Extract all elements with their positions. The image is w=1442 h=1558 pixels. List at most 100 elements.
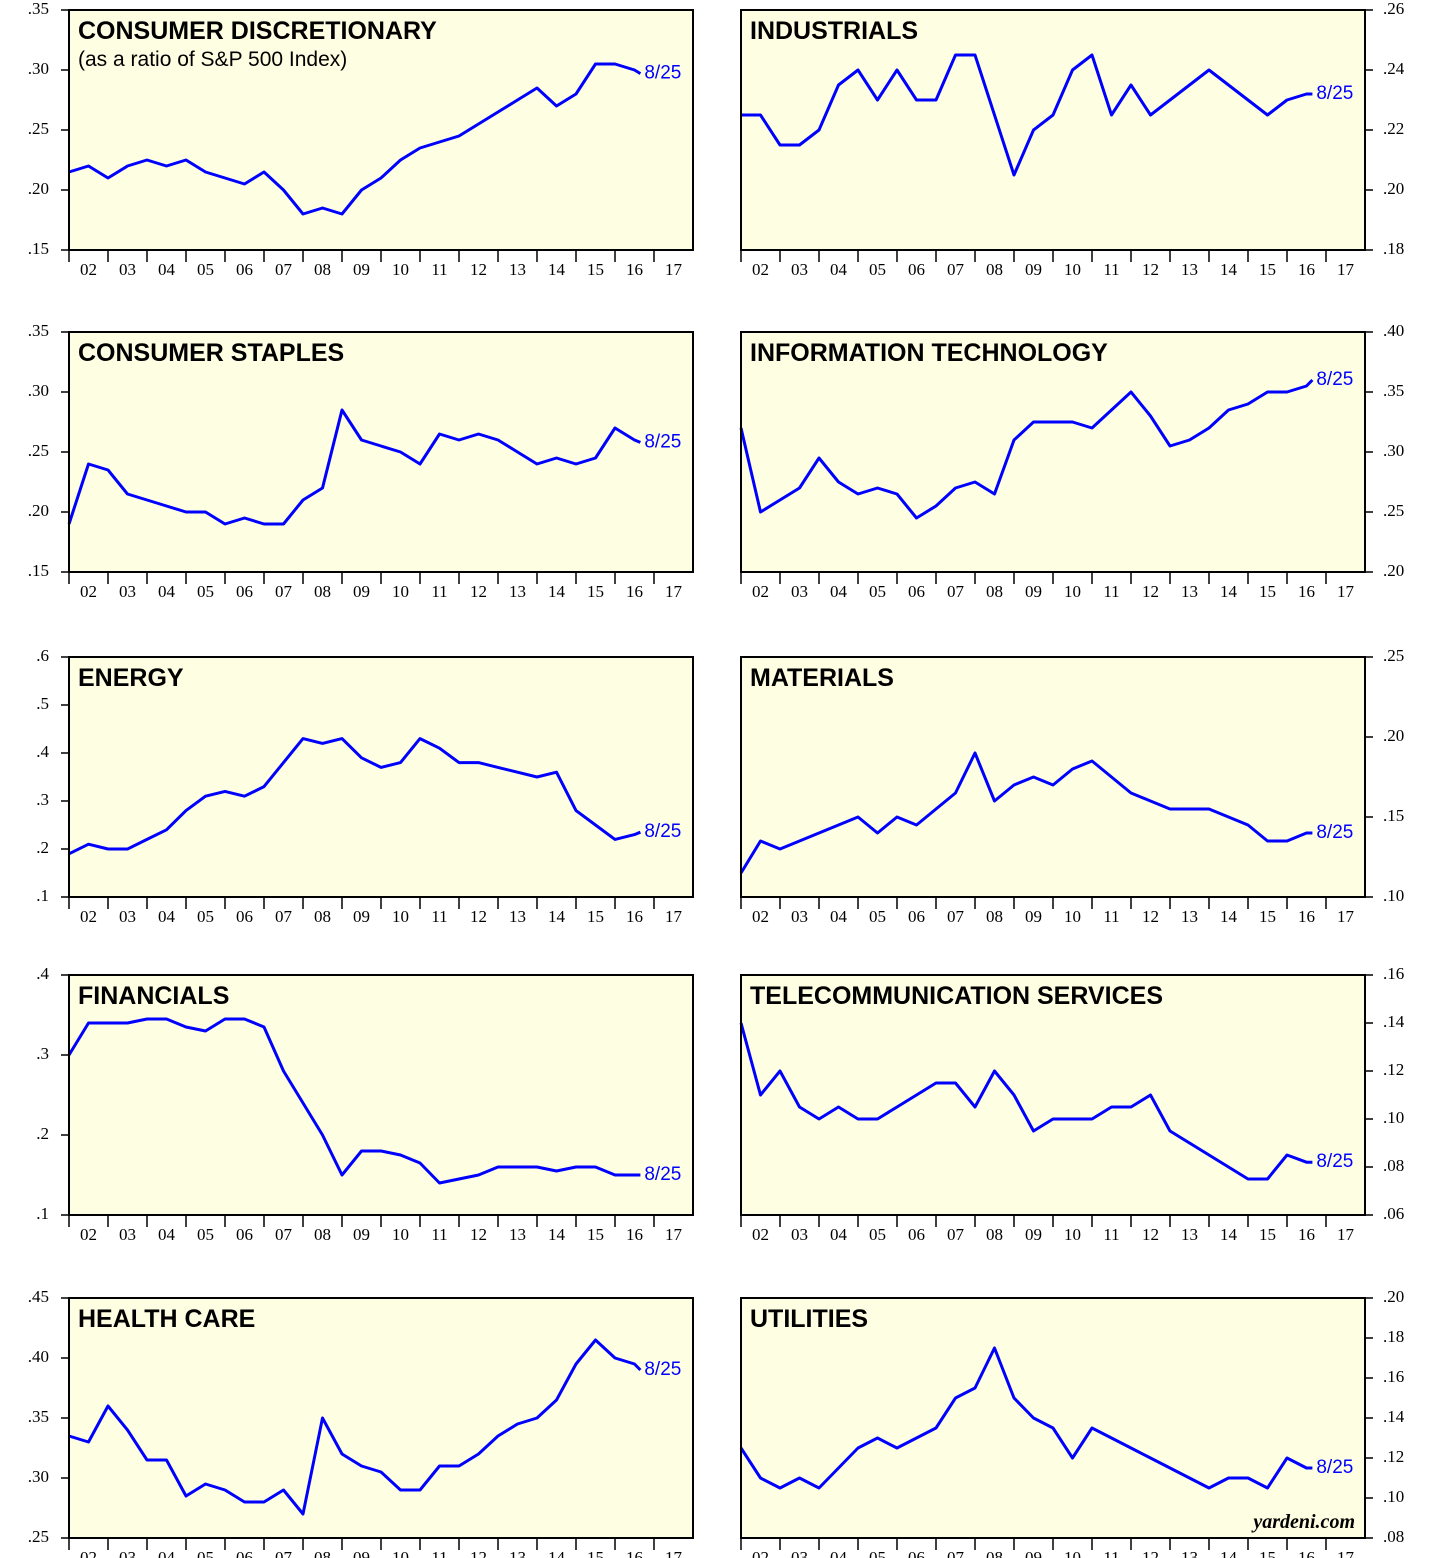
x-tick-label: 14 xyxy=(1220,1225,1238,1244)
x-tick-label: 02 xyxy=(80,260,97,279)
x-tick-label: 15 xyxy=(1259,260,1276,279)
x-tick-label: 16 xyxy=(1298,582,1315,601)
x-tick-label: 04 xyxy=(830,1225,848,1244)
x-tick-label: 04 xyxy=(158,582,176,601)
x-tick-label: 05 xyxy=(197,1225,214,1244)
x-tick-label: 09 xyxy=(1025,907,1042,926)
plot-frame xyxy=(740,656,1366,898)
y-tick-label: .35 xyxy=(1383,381,1404,400)
y-tick-label: .4 xyxy=(36,742,49,761)
x-tick-label: 13 xyxy=(509,582,526,601)
x-tick-label: 10 xyxy=(1064,907,1081,926)
y-tick-label: .45 xyxy=(28,1287,49,1306)
y-tick-label: .2 xyxy=(36,1124,49,1143)
x-tick-label: 15 xyxy=(1259,1225,1276,1244)
x-tick-label: 14 xyxy=(548,1548,566,1558)
x-tick-label: 11 xyxy=(431,907,447,926)
x-tick-label: 06 xyxy=(236,582,253,601)
y-tick-label: .35 xyxy=(28,1407,49,1426)
y-tick-label: .25 xyxy=(28,441,49,460)
x-tick-label: 15 xyxy=(587,907,604,926)
plot-area xyxy=(741,975,1365,1215)
x-tick-label: 02 xyxy=(752,582,769,601)
x-tick-label: 04 xyxy=(830,582,848,601)
x-tick-label: 09 xyxy=(353,1225,370,1244)
plot-area xyxy=(69,1298,693,1538)
chart-title: UTILITIES xyxy=(750,1305,868,1333)
x-tick-label: 05 xyxy=(869,260,886,279)
x-tick-label: 13 xyxy=(1181,1548,1198,1558)
x-tick-label: 06 xyxy=(236,1225,253,1244)
chart-title: FINANCIALS xyxy=(78,982,229,1010)
date-annotation: 8/25 xyxy=(1316,1457,1353,1478)
x-tick-label: 08 xyxy=(986,1225,1003,1244)
x-tick-label: 12 xyxy=(1142,582,1159,601)
plot-frame xyxy=(68,1297,694,1539)
x-tick-label: 13 xyxy=(1181,260,1198,279)
x-tick-label: 14 xyxy=(548,907,566,926)
data-line xyxy=(68,737,641,856)
y-tick-label: .20 xyxy=(28,501,49,520)
x-tick-label: 02 xyxy=(752,1548,769,1558)
x-tick-label: 17 xyxy=(665,1548,683,1558)
x-tick-label: 10 xyxy=(1064,1548,1081,1558)
x-tick-label: 11 xyxy=(1103,260,1119,279)
plot-area xyxy=(741,657,1365,897)
x-tick-label: 02 xyxy=(752,907,769,926)
x-tick-label: 02 xyxy=(752,1225,769,1244)
data-line xyxy=(739,751,1313,874)
plot-frame xyxy=(740,1297,1366,1539)
y-tick-label: .2 xyxy=(36,838,49,857)
x-tick-label: 12 xyxy=(470,260,487,279)
data-line xyxy=(67,408,641,526)
x-tick-label: 08 xyxy=(986,1548,1003,1558)
x-tick-label: 17 xyxy=(665,582,683,601)
date-annotation: 8/25 xyxy=(644,63,681,84)
chart-title: MATERIALS xyxy=(750,664,894,692)
x-tick-label: 04 xyxy=(830,907,848,926)
x-tick-label: 08 xyxy=(314,1548,331,1558)
x-tick-label: 10 xyxy=(392,907,409,926)
x-tick-label: 03 xyxy=(791,1548,808,1558)
y-tick-label: .20 xyxy=(1383,726,1404,745)
x-tick-label: 07 xyxy=(947,260,965,279)
x-tick-label: 15 xyxy=(587,1548,604,1558)
y-tick-label: .30 xyxy=(28,381,49,400)
x-tick-label: 07 xyxy=(275,1548,293,1558)
x-tick-label: 09 xyxy=(1025,1548,1042,1558)
x-tick-label: 05 xyxy=(197,907,214,926)
x-tick-label: 06 xyxy=(236,1548,253,1558)
x-tick-label: 09 xyxy=(1025,582,1042,601)
x-tick-label: 17 xyxy=(1337,582,1355,601)
plot-area xyxy=(741,332,1365,572)
x-tick-label: 11 xyxy=(1103,1225,1119,1244)
x-tick-label: 14 xyxy=(1220,582,1238,601)
data-line xyxy=(741,53,1313,177)
x-tick-label: 13 xyxy=(509,1225,526,1244)
y-tick-label: .10 xyxy=(1383,1487,1404,1506)
data-line xyxy=(68,62,642,216)
x-tick-label: 07 xyxy=(275,907,293,926)
x-tick-label: 06 xyxy=(908,1225,925,1244)
x-tick-label: 04 xyxy=(158,260,176,279)
y-tick-label: .5 xyxy=(36,694,49,713)
x-tick-label: 05 xyxy=(197,1548,214,1558)
x-tick-label: 09 xyxy=(1025,260,1042,279)
x-tick-label: 03 xyxy=(791,907,808,926)
date-annotation: 8/25 xyxy=(1316,369,1353,390)
x-tick-label: 05 xyxy=(869,582,886,601)
x-tick-label: 06 xyxy=(236,260,253,279)
x-tick-label: 15 xyxy=(1259,582,1276,601)
x-tick-label: 15 xyxy=(1259,1548,1276,1558)
x-tick-label: 05 xyxy=(869,1225,886,1244)
x-tick-label: 07 xyxy=(947,1548,965,1558)
date-annotation: 8/25 xyxy=(644,1164,681,1185)
chart-title: TELECOMMUNICATION SERVICES xyxy=(750,982,1163,1010)
x-tick-label: 08 xyxy=(986,260,1003,279)
x-tick-label: 03 xyxy=(119,907,136,926)
x-tick-label: 09 xyxy=(353,1548,370,1558)
x-tick-label: 03 xyxy=(119,582,136,601)
x-tick-label: 05 xyxy=(197,260,214,279)
y-tick-label: .25 xyxy=(1383,646,1404,665)
x-tick-label: 12 xyxy=(1142,1548,1159,1558)
